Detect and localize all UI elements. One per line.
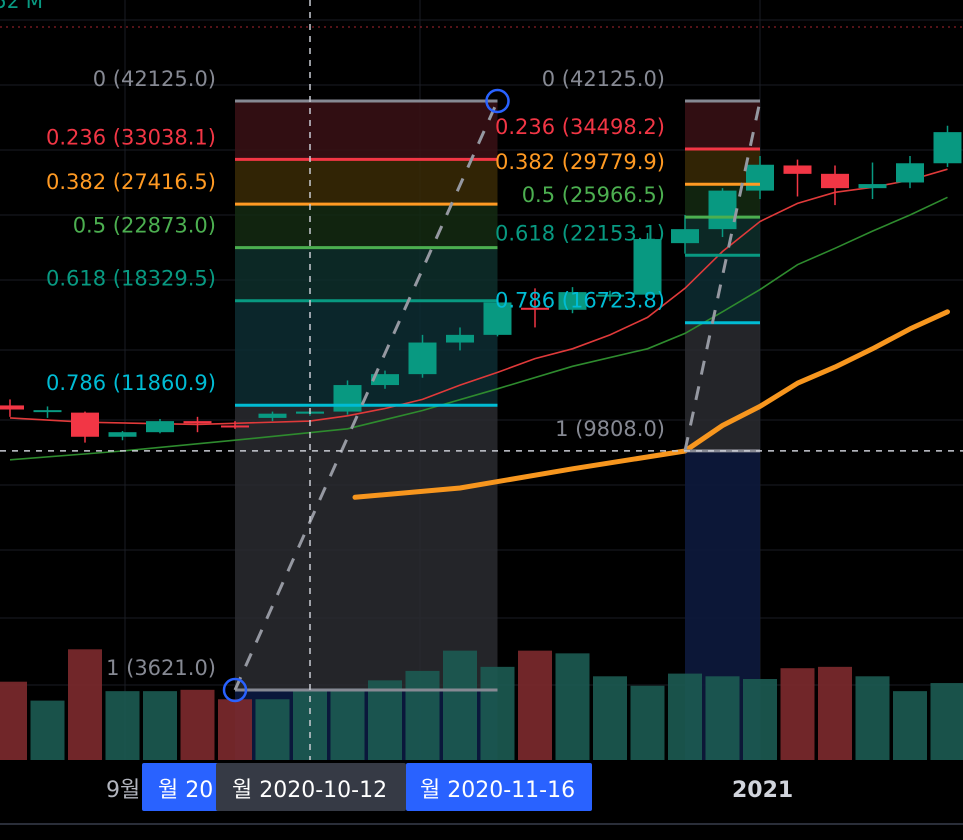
fib-label-0.382: 0.382 (27416.5) — [46, 170, 216, 194]
volume-bar — [705, 676, 740, 760]
fib-label-0.786: 0.786 (16723.8) — [495, 289, 665, 313]
candlesticks — [0, 125, 962, 443]
ma-green-line — [9, 196, 948, 461]
volume-bar — [68, 649, 102, 760]
fib-zone-0 — [235, 101, 498, 160]
volume-bar — [555, 653, 590, 760]
candle-body — [596, 294, 624, 297]
candle-body — [221, 425, 249, 428]
volume-bar — [518, 650, 552, 760]
moving-averages — [9, 168, 950, 500]
candle-body — [821, 173, 849, 189]
volume-bar — [668, 673, 702, 760]
volume-bar — [218, 699, 252, 760]
volume-bar — [743, 679, 777, 760]
candle-body — [371, 374, 399, 386]
candle-body — [333, 385, 362, 412]
candle-body — [183, 421, 212, 424]
candle-body — [446, 334, 474, 343]
fib-label-0.236: 0.236 (33038.1) — [46, 125, 216, 149]
candle-body — [108, 432, 137, 437]
candle-body — [71, 412, 99, 437]
candle-body — [933, 132, 962, 164]
volume-bar — [630, 685, 665, 760]
fib-zone-0.5 — [235, 247, 498, 301]
volume-bar — [780, 668, 815, 760]
volume-bar — [105, 691, 140, 760]
fib-zone-0.236 — [235, 159, 498, 205]
fib-label-1: 1 (3621.0) — [106, 656, 216, 680]
candle-body — [783, 165, 812, 174]
fib-label-0.382: 0.382 (29779.9) — [495, 150, 665, 174]
volume-bar — [330, 688, 365, 760]
volume-bar — [893, 691, 927, 760]
crosshair-date-label: 월 2020-10-12 — [216, 763, 406, 811]
volume-bar — [443, 650, 477, 760]
candle-body — [33, 410, 62, 413]
candle-body — [408, 342, 437, 375]
fib-label-0.618: 0.618 (22153.1) — [495, 221, 665, 245]
candle-body — [896, 163, 924, 183]
candle-body — [858, 184, 887, 189]
candle-body — [671, 229, 699, 244]
volume-bar — [0, 681, 27, 760]
volume-bar — [480, 666, 515, 760]
fib-label-0.5: 0.5 (25966.5) — [522, 183, 665, 207]
candle-body — [746, 164, 774, 191]
fib-label-1: 1 (9808.0) — [555, 417, 665, 441]
volume-bar — [818, 666, 852, 760]
fib-lines: 0 (42125.0) 0.236 (33038.1) 0.382 (27416.5… — [46, 67, 760, 692]
fib-label-0: 0 (42125.0) — [93, 67, 216, 91]
candle-body — [483, 302, 512, 335]
fib-trend-line-1 — [233, 100, 499, 691]
volume-bar — [368, 680, 402, 760]
candle-body — [0, 405, 24, 410]
fib-zones — [235, 101, 760, 760]
volume-bar — [930, 683, 963, 760]
fib-handle-start — [222, 677, 248, 703]
volume-bars — [0, 649, 963, 760]
volume-bar — [255, 699, 290, 760]
fib-zone-0.786 — [235, 405, 498, 690]
candle-body — [633, 239, 662, 295]
overlay — [0, 0, 963, 760]
volume-bar — [855, 676, 890, 760]
fib-zone-0.382 — [235, 204, 498, 248]
candle-body — [146, 421, 174, 433]
volume-bar — [180, 689, 215, 760]
candle-body — [521, 307, 549, 310]
volume-bar — [405, 670, 440, 760]
fib-label-0: 0 (42125.0) — [542, 67, 665, 91]
candle-body — [558, 292, 587, 310]
candle-body — [258, 413, 287, 418]
bottom-border — [0, 823, 963, 825]
fib-label-0.786: 0.786 (11860.9) — [46, 371, 216, 395]
x-label-september: 9월 — [106, 778, 141, 803]
fib-label-0.236: 0.236 (34498.2) — [495, 115, 665, 139]
fib-handle-end — [485, 88, 510, 114]
fib-label-0.618: 0.618 (18329.5) — [46, 267, 216, 291]
ma-red-line — [9, 168, 948, 426]
volume-bar — [143, 691, 177, 760]
partial-volume-label: 52 M — [0, 0, 43, 13]
x-label-year: 2021 — [732, 778, 794, 803]
fib-zone-0.786 — [685, 322, 760, 451]
fib-label-0.5: 0.5 (22873.0) — [73, 214, 216, 238]
x-range-end-label: 월 2020-11-16 — [406, 763, 592, 811]
fib-zone-0 — [685, 101, 760, 149]
ma-orange-line — [352, 309, 950, 500]
volume-bar — [593, 676, 627, 760]
candle-body — [708, 190, 737, 230]
fib-zone-0.618 — [235, 300, 498, 406]
volume-bar — [30, 700, 65, 760]
fib-trend-line-2 — [683, 100, 762, 452]
